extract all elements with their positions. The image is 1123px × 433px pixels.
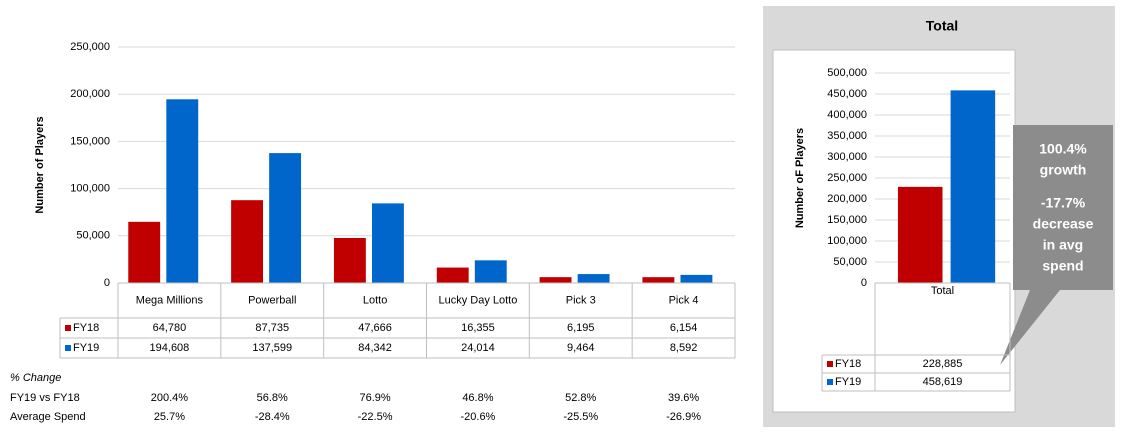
change-value: -25.5%	[563, 411, 598, 423]
legend-label: FY18	[73, 322, 99, 334]
category-label: Pick 3	[566, 294, 596, 306]
value-label: 16,355	[461, 322, 495, 334]
y-tick-label: 250,000	[827, 172, 867, 184]
y-tick-label: 350,000	[827, 130, 867, 142]
y-tick-label: 0	[104, 277, 110, 289]
y-tick-label: 200,000	[70, 88, 110, 100]
value-label: 87,735	[255, 322, 289, 334]
y-tick-label: 150,000	[70, 135, 110, 147]
y-tick-label: 100,000	[70, 183, 110, 195]
value-label: 8,592	[670, 342, 698, 354]
change-value: 76.9%	[359, 392, 390, 404]
y-tick-label: 250,000	[70, 41, 110, 53]
y-tick-label: 300,000	[827, 151, 867, 163]
value-label: 458,619	[923, 376, 963, 388]
value-label: 228,885	[923, 358, 963, 370]
callout-text: growth	[1040, 162, 1087, 178]
legend-key	[65, 325, 71, 331]
bar	[166, 99, 199, 284]
category-label: Mega Millions	[136, 294, 204, 306]
value-label: 64,780	[153, 322, 187, 334]
bar	[371, 203, 404, 283]
value-label: 6,195	[567, 322, 595, 334]
bar	[474, 260, 507, 283]
category-label: Powerball	[248, 294, 296, 306]
bar	[680, 274, 713, 283]
legend-label: FY19	[73, 342, 99, 354]
change-value: 39.6%	[668, 392, 699, 404]
y-tick-label: 50,000	[833, 256, 867, 268]
y-tick-label: 0	[861, 277, 867, 289]
legend-label: FY19	[835, 376, 861, 388]
change-value: -28.4%	[255, 411, 290, 423]
callout-text: -17.7%	[1041, 195, 1086, 211]
change-value: 200.4%	[151, 392, 189, 404]
change-value: -26.9%	[666, 411, 701, 423]
value-label: 6,154	[670, 322, 698, 334]
bar	[269, 153, 302, 283]
bar	[539, 277, 572, 283]
value-label: 47,666	[358, 322, 392, 334]
bar	[897, 186, 943, 283]
bar	[642, 277, 675, 283]
y-axis-label: Number of Players	[34, 116, 46, 213]
category-label: Pick 4	[669, 294, 699, 306]
y-tick-label: 200,000	[827, 193, 867, 205]
callout-text: 100.4%	[1039, 141, 1087, 157]
y-tick-label: 500,000	[827, 67, 867, 79]
category-label: Lucky Day Lotto	[438, 294, 517, 306]
change-value: 56.8%	[257, 392, 288, 404]
bar	[128, 221, 161, 283]
bar	[436, 267, 469, 283]
value-label: 84,342	[358, 342, 392, 354]
legend-label: FY18	[835, 358, 861, 370]
value-label: 137,599	[252, 342, 292, 354]
value-label: 9,464	[567, 342, 595, 354]
bar	[950, 90, 996, 283]
category-label: Total	[931, 285, 954, 297]
bar	[577, 274, 610, 283]
change-value: -20.6%	[460, 411, 495, 423]
callout-text: spend	[1042, 258, 1083, 274]
y-tick-label: 50,000	[76, 230, 110, 242]
change-value: -22.5%	[358, 411, 393, 423]
value-label: 194,608	[150, 342, 190, 354]
change-row-label: Average Spend	[10, 411, 86, 423]
legend-key	[827, 361, 833, 367]
value-label: 24,014	[461, 342, 495, 354]
change-title: % Change	[10, 372, 61, 384]
y-tick-label: 400,000	[827, 109, 867, 121]
bar	[231, 200, 263, 283]
callout	[1000, 125, 1113, 365]
change-value: 52.8%	[565, 392, 596, 404]
y-tick-label: 100,000	[827, 235, 867, 247]
y-tick-label: 150,000	[827, 214, 867, 226]
change-value: 46.8%	[462, 392, 493, 404]
callout-text: in avg	[1043, 237, 1083, 253]
bar	[333, 238, 366, 283]
change-value: 25.7%	[154, 411, 185, 423]
category-label: Lotto	[363, 294, 387, 306]
total-title: Total	[926, 18, 958, 34]
change-row-label: FY19 vs FY18	[10, 392, 80, 404]
legend-key	[65, 345, 71, 351]
y-tick-label: 450,000	[827, 88, 867, 100]
callout-text: decrease	[1033, 216, 1094, 232]
legend-key	[827, 379, 833, 385]
y-axis-label: Number oF Players	[794, 128, 806, 228]
